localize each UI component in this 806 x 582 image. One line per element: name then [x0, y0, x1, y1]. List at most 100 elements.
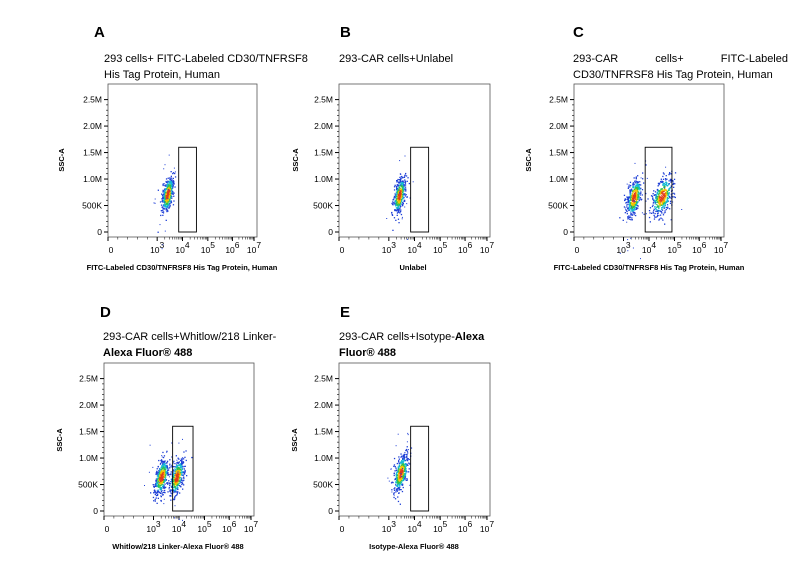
data-point: [159, 480, 161, 483]
data-point: [171, 183, 173, 185]
data-point: [400, 467, 402, 470]
data-point: [633, 177, 635, 179]
data-point: [183, 471, 185, 473]
data-point: [657, 191, 659, 193]
data-point: [631, 209, 633, 211]
data-point: [164, 206, 166, 208]
panel-title-text: 293-CAR cells+Whitlow/218 Linker-: [103, 331, 277, 343]
data-point: [172, 483, 175, 485]
data-point: [160, 469, 162, 471]
data-point: [408, 471, 410, 473]
x-axis-label: FITC-Labeled CD30/TNFRSF8 His Tag Protei…: [87, 263, 278, 272]
data-point: [672, 196, 674, 198]
data-point: [633, 201, 635, 203]
x-tick-label: 104: [407, 240, 421, 255]
data-point: [162, 483, 164, 486]
data-point: [162, 475, 165, 477]
data-point: [402, 469, 404, 471]
data-point: [179, 468, 181, 470]
data-point: [149, 444, 151, 446]
data-point: [396, 188, 398, 191]
data-point: [667, 200, 669, 202]
data-point: [402, 180, 404, 182]
data-point: [397, 218, 400, 220]
data-point: [655, 196, 657, 199]
data-point: [630, 206, 633, 208]
data-point: [655, 199, 657, 201]
data-point: [637, 191, 639, 193]
data-point: [401, 464, 404, 466]
data-point: [159, 492, 162, 494]
data-point: [167, 205, 169, 207]
data-point: [663, 198, 666, 200]
data-point: [656, 189, 659, 191]
data-point: [180, 459, 182, 462]
data-point: [655, 210, 657, 212]
data-point: [179, 473, 181, 475]
data-point: [409, 463, 411, 465]
data-point: [408, 462, 410, 464]
y-tick-label: 0: [328, 506, 333, 516]
data-point: [658, 218, 661, 220]
data-point: [179, 480, 181, 482]
data-point: [400, 489, 402, 491]
data-point: [164, 192, 166, 194]
data-point: [631, 194, 634, 196]
data-point: [635, 178, 637, 180]
data-point: [394, 204, 396, 206]
data-point: [668, 195, 671, 198]
data-point: [165, 200, 168, 202]
data-point: [670, 185, 672, 187]
data-point: [168, 487, 170, 489]
data-point: [172, 172, 175, 174]
data-point: [393, 197, 395, 199]
data-point: [634, 193, 636, 195]
data-point: [176, 474, 178, 476]
data-point: [632, 205, 634, 207]
data-point: [163, 197, 166, 199]
data-point: [173, 195, 175, 197]
data-point: [655, 216, 657, 218]
data-point: [632, 186, 634, 188]
data-point: [401, 480, 404, 482]
data-point: [635, 204, 637, 206]
data-point: [401, 202, 404, 204]
data-point: [639, 194, 641, 196]
data-point: [157, 480, 159, 483]
data-point: [398, 181, 400, 184]
panel-title-bold: Fluor® 488: [339, 347, 397, 359]
data-point: [406, 450, 409, 452]
data-point: [182, 467, 184, 469]
data-point: [662, 189, 664, 191]
data-point: [165, 219, 167, 221]
data-point: [179, 467, 182, 469]
data-point: [633, 212, 636, 214]
y-tick-label: 500K: [78, 480, 98, 490]
data-point: [177, 484, 179, 486]
data-point: [631, 201, 633, 203]
data-point: [169, 181, 171, 183]
data-point: [631, 195, 633, 197]
data-point: [402, 461, 404, 463]
data-point: [634, 189, 636, 191]
data-point: [633, 207, 635, 210]
data-point: [396, 206, 399, 208]
data-point: [182, 474, 184, 476]
data-point: [658, 195, 660, 197]
data-point: [642, 178, 644, 180]
data-point: [402, 477, 404, 479]
data-point: [396, 199, 399, 201]
data-point: [396, 191, 399, 193]
data-point: [661, 208, 663, 210]
data-point: [399, 192, 401, 194]
data-point: [395, 476, 397, 478]
data-point: [406, 471, 408, 473]
data-point: [178, 480, 180, 482]
data-point: [180, 470, 183, 472]
data-point: [390, 482, 393, 484]
data-point: [160, 490, 163, 493]
data-point: [182, 480, 184, 482]
data-point: [401, 196, 403, 199]
data-point: [175, 470, 178, 472]
data-point: [633, 205, 635, 207]
